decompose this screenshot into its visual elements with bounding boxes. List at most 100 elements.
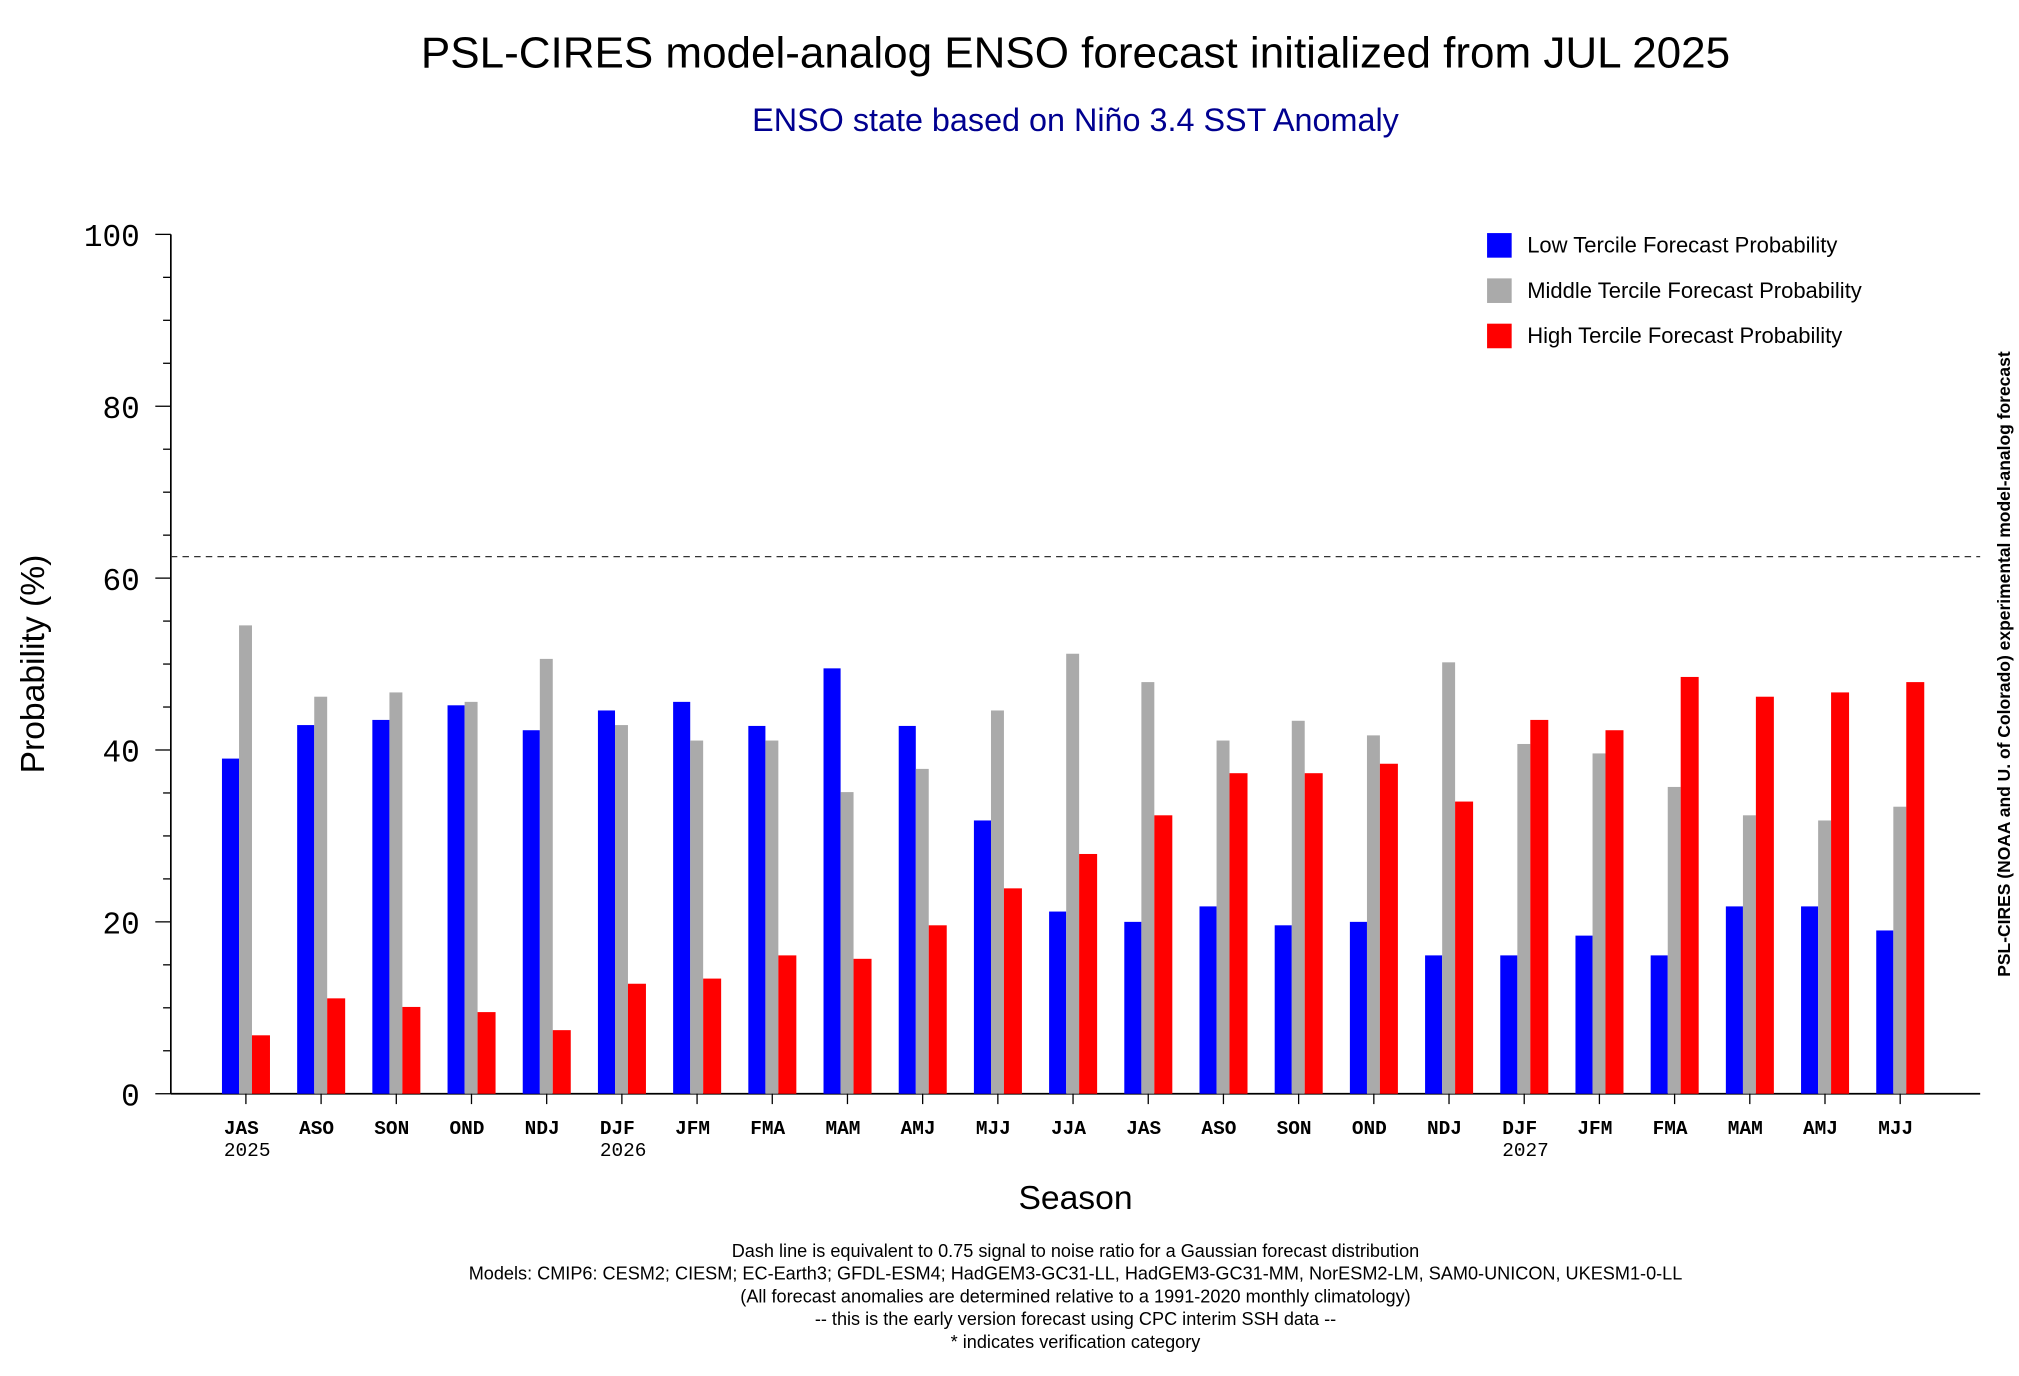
high-tercile-bar xyxy=(251,1035,270,1094)
x-tick-label: JAS xyxy=(224,1118,259,1140)
x-tick-label: FMA xyxy=(750,1118,785,1140)
middle-tercile-bar xyxy=(539,658,553,1094)
chart-title: PSL-CIRES model-analog ENSO forecast ini… xyxy=(421,28,1730,77)
low-tercile-bar xyxy=(1876,930,1894,1094)
y-tick-label: 0 xyxy=(121,1080,140,1115)
middle-tercile-bar xyxy=(464,701,478,1094)
high-tercile-bar xyxy=(1455,801,1474,1094)
low-tercile-bar xyxy=(823,668,841,1094)
middle-tercile-bar xyxy=(615,725,628,1094)
high-tercile-bar xyxy=(778,955,797,1094)
x-tick-label: NDJ xyxy=(1427,1118,1462,1140)
middle-tercile-bar xyxy=(1366,735,1380,1094)
low-tercile-bar xyxy=(522,730,540,1094)
legend-label: Middle Tercile Forecast Probability xyxy=(1527,278,1862,303)
middle-tercile-bar xyxy=(1442,662,1456,1094)
middle-tercile-bar xyxy=(239,625,252,1094)
high-tercile-legend-swatch xyxy=(1487,323,1512,349)
y-tick-label: 80 xyxy=(103,393,140,428)
legend-label: Low Tercile Forecast Probability xyxy=(1527,232,1837,257)
low-tercile-bar xyxy=(1500,955,1518,1094)
high-tercile-bar xyxy=(327,998,346,1094)
middle-tercile-bar xyxy=(1141,682,1155,1094)
x-tick-label: DJF xyxy=(1502,1118,1537,1140)
side-note: PSL-CIRES (NOAA and U. of Colorado) expe… xyxy=(1994,351,2014,977)
high-tercile-bar xyxy=(1003,888,1022,1094)
x-tick-label: OND xyxy=(1352,1118,1387,1140)
x-tick-label: AMJ xyxy=(1803,1118,1838,1140)
high-tercile-bar xyxy=(853,958,872,1094)
high-tercile-bar xyxy=(1831,692,1850,1094)
y-tick-label: 40 xyxy=(103,737,140,772)
low-tercile-bar xyxy=(1199,906,1217,1094)
x-year-label: 2026 xyxy=(600,1140,647,1162)
high-tercile-bar xyxy=(552,1030,571,1094)
high-tercile-bar xyxy=(1304,773,1323,1094)
low-tercile-bar xyxy=(1725,906,1743,1094)
x-tick-label: JJA xyxy=(1051,1118,1086,1140)
legend-label: High Tercile Forecast Probability xyxy=(1527,323,1842,348)
x-tick-label: JFM xyxy=(675,1118,710,1140)
high-tercile-bar xyxy=(627,983,646,1094)
middle-tercile-bar xyxy=(1066,653,1080,1094)
legend: Low Tercile Forecast Probability Middle T… xyxy=(1487,232,1862,349)
x-tick-label: JAS xyxy=(1126,1118,1161,1140)
low-tercile-bar xyxy=(898,725,916,1094)
x-tick-label: SON xyxy=(374,1118,409,1140)
footnote-line: Dash line is equivalent to 0.75 signal t… xyxy=(732,1241,1420,1261)
chart-subtitle: ENSO state based on Niño 3.4 SST Anomaly xyxy=(752,102,1399,138)
x-axis-label: Season xyxy=(1018,1180,1132,1217)
low-tercile-bar xyxy=(1425,955,1443,1094)
low-tercile-bar xyxy=(748,725,766,1094)
x-tick-label: MJJ xyxy=(1878,1118,1913,1140)
y-axis-label: Probability (%) xyxy=(15,555,52,774)
low-tercile-bar xyxy=(1801,906,1819,1094)
y-tick-label: 100 xyxy=(84,221,140,256)
high-tercile-bar xyxy=(1906,682,1925,1094)
x-tick-label: JFM xyxy=(1577,1118,1612,1140)
middle-tercile-bar xyxy=(1667,786,1681,1094)
low-tercile-bar xyxy=(1650,955,1668,1094)
footnote-line: (All forecast anomalies are determined r… xyxy=(740,1286,1410,1306)
x-tick-label: AMJ xyxy=(901,1118,936,1140)
high-tercile-bar xyxy=(1605,730,1624,1094)
footnote-line: -- this is the early version forecast us… xyxy=(815,1309,1336,1329)
x-tick-label: MAM xyxy=(825,1118,860,1140)
low-tercile-bar xyxy=(673,701,691,1094)
low-tercile-bar xyxy=(1124,921,1142,1094)
y-tick-label: 60 xyxy=(103,565,140,600)
middle-tercile-bar xyxy=(1291,720,1305,1094)
middle-tercile-bar xyxy=(990,710,1004,1094)
high-tercile-bar xyxy=(1229,773,1248,1094)
middle-tercile-bar xyxy=(915,768,929,1094)
low-tercile-bar xyxy=(597,710,616,1094)
x-tick-label: FMA xyxy=(1653,1118,1688,1140)
high-tercile-bar xyxy=(477,1012,496,1094)
high-tercile-bar xyxy=(1755,696,1774,1094)
footnote-line: Models: CMIP6: CESM2; CIESM; EC-Earth3; … xyxy=(469,1264,1683,1284)
footnote-line: * indicates verification category xyxy=(951,1332,1202,1352)
middle-tercile-bar xyxy=(1742,815,1756,1094)
low-tercile-bar xyxy=(297,725,315,1094)
high-tercile-bar xyxy=(1680,676,1699,1094)
x-tick-label: SON xyxy=(1277,1118,1312,1140)
high-tercile-bar xyxy=(1379,763,1398,1094)
middle-tercile-bar xyxy=(389,692,403,1094)
y-tick-label: 20 xyxy=(103,909,140,944)
low-tercile-bar xyxy=(973,820,991,1094)
low-tercile-bar xyxy=(1274,925,1292,1094)
footnotes: Dash line is equivalent to 0.75 signal t… xyxy=(469,1241,1683,1352)
high-tercile-bar xyxy=(1530,719,1549,1094)
low-tercile-bar xyxy=(221,758,240,1094)
x-tick-label: MJJ xyxy=(976,1118,1011,1140)
high-tercile-bar xyxy=(1079,853,1098,1094)
high-tercile-bar xyxy=(928,925,947,1094)
high-tercile-bar xyxy=(703,978,722,1094)
low-tercile-bar xyxy=(1575,935,1593,1094)
middle-tercile-bar xyxy=(1818,820,1832,1094)
middle-tercile-bar xyxy=(690,740,704,1094)
middle-tercile-bar xyxy=(1592,753,1606,1094)
x-tick-label: DJF xyxy=(600,1118,635,1140)
